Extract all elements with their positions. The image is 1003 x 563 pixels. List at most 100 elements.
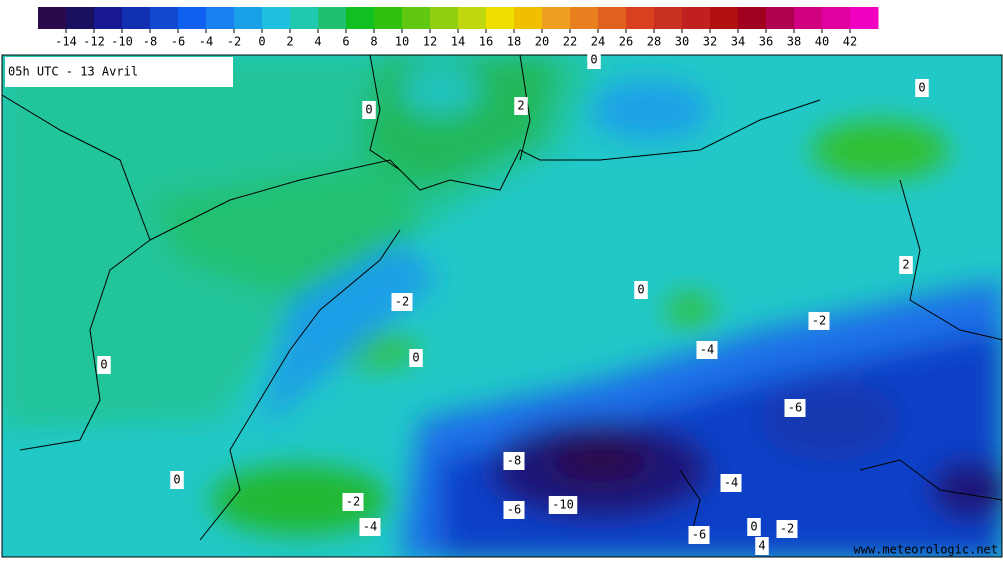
colorbar-tick-label: 16 [479,35,493,49]
contour-label: 0 [412,351,419,365]
colorbar-tick-label: 2 [286,35,293,49]
colorbar-tick-label: 6 [342,35,349,49]
colorbar-tick-label: 36 [759,35,773,49]
contour-label-box [391,293,413,311]
colorbar-segment [570,7,599,29]
colorbar-segment [150,7,179,29]
colorbar-tick-label: 4 [314,35,321,49]
colorbar-segment [458,7,487,29]
colorbar-segment [542,7,571,29]
colorbar-tick-label: 30 [675,35,689,49]
colorbar-segment [402,7,431,29]
contour-label-box [503,501,525,519]
contour-label-box [634,281,648,299]
contour-label: -6 [788,401,802,415]
contour-label: -4 [700,343,714,357]
contour-label-box [720,474,742,492]
colorbar-segment [654,7,683,29]
colorbar-segment [262,7,291,29]
contour-label-box [776,520,798,538]
colorbar-segment [822,7,851,29]
contour-label-box [755,537,769,555]
contour-label: 0 [365,103,372,117]
colorbar-segment [486,7,515,29]
colorbar-tick-label: 26 [619,35,633,49]
contour-label-box [696,341,718,359]
colorbar-tick-label: 22 [563,35,577,49]
colorbar-segment [514,7,543,29]
contour-label-box [170,471,184,489]
colorbar-tick-label: 32 [703,35,717,49]
contour-label: 4 [758,539,765,553]
contour-label: -8 [507,454,521,468]
contour-label: -10 [552,498,574,512]
contour-label-box [503,452,525,470]
contour-label-box [899,256,913,274]
contour-label: -6 [692,528,706,542]
contour-label: -6 [507,503,521,517]
contour-label-box [548,496,578,514]
colorbar-segment [682,7,711,29]
title-box [5,57,233,87]
contour-label: 0 [100,358,107,372]
colorbar-tick-label: 24 [591,35,605,49]
colorbar-tick-label: -8 [143,35,157,49]
colorbar-segment [290,7,319,29]
contour-label: -2 [812,314,826,328]
map-frame [1,54,1003,558]
colorbar-segment [598,7,627,29]
colorbar-segment [38,7,67,29]
colorbar-segment [234,7,263,29]
colorbar-segment [710,7,739,29]
contour-label: 0 [590,53,597,67]
contour-label-box [747,518,761,536]
contour-label: 0 [750,520,757,534]
colorbar-segment [122,7,151,29]
colorbar-segment [94,7,123,29]
colorbar-tick-label: 10 [395,35,409,49]
contour-label-box [915,79,929,97]
contour-label-box [97,356,111,374]
contour-label: -2 [780,522,794,536]
contour-label: -2 [346,495,360,509]
colorbar-segment [346,7,375,29]
colorbar-segment [850,7,879,29]
colorbar-tick-label: 12 [423,35,437,49]
colorbar-segment [738,7,767,29]
colorbar-tick-label: 40 [815,35,829,49]
map [2,55,1002,557]
colorbar-segment [374,7,403,29]
colorbar-tick-label: -12 [83,35,105,49]
contour-label: 0 [918,81,925,95]
contour-label-box [362,101,376,119]
contour-label-box [784,399,806,417]
contour-label: -2 [395,295,409,309]
contour-label: -4 [363,520,377,534]
contour-label: 0 [173,473,180,487]
colorbar-segment [66,7,95,29]
contour-label-box [359,518,381,536]
contour-label-box [688,526,710,544]
colorbar-tick-label: 42 [843,35,857,49]
colorbar-segment [206,7,235,29]
colorbar-tick-label: -14 [55,35,77,49]
colorbar-tick-label: -2 [227,35,241,49]
colorbar-tick-label: -10 [111,35,133,49]
contour-label: -4 [724,476,738,490]
map-title: 05h UTC - 13 Avril [8,65,138,79]
colorbar-tick-label: 0 [258,35,265,49]
colorbar-tick-label: -6 [171,35,185,49]
contour-label: 0 [637,283,644,297]
contour-label: 2 [517,99,524,113]
colorbar-segment [430,7,459,29]
colorbar-segment [318,7,347,29]
colorbar-tick-label: 20 [535,35,549,49]
colorbar-segment [626,7,655,29]
contour-label-box [342,493,364,511]
colorbar-tick-label: 14 [451,35,465,49]
colorbar-tick-label: 28 [647,35,661,49]
contour-label-box [409,349,423,367]
contour-label: 2 [902,258,909,272]
colorbar-segment [766,7,795,29]
